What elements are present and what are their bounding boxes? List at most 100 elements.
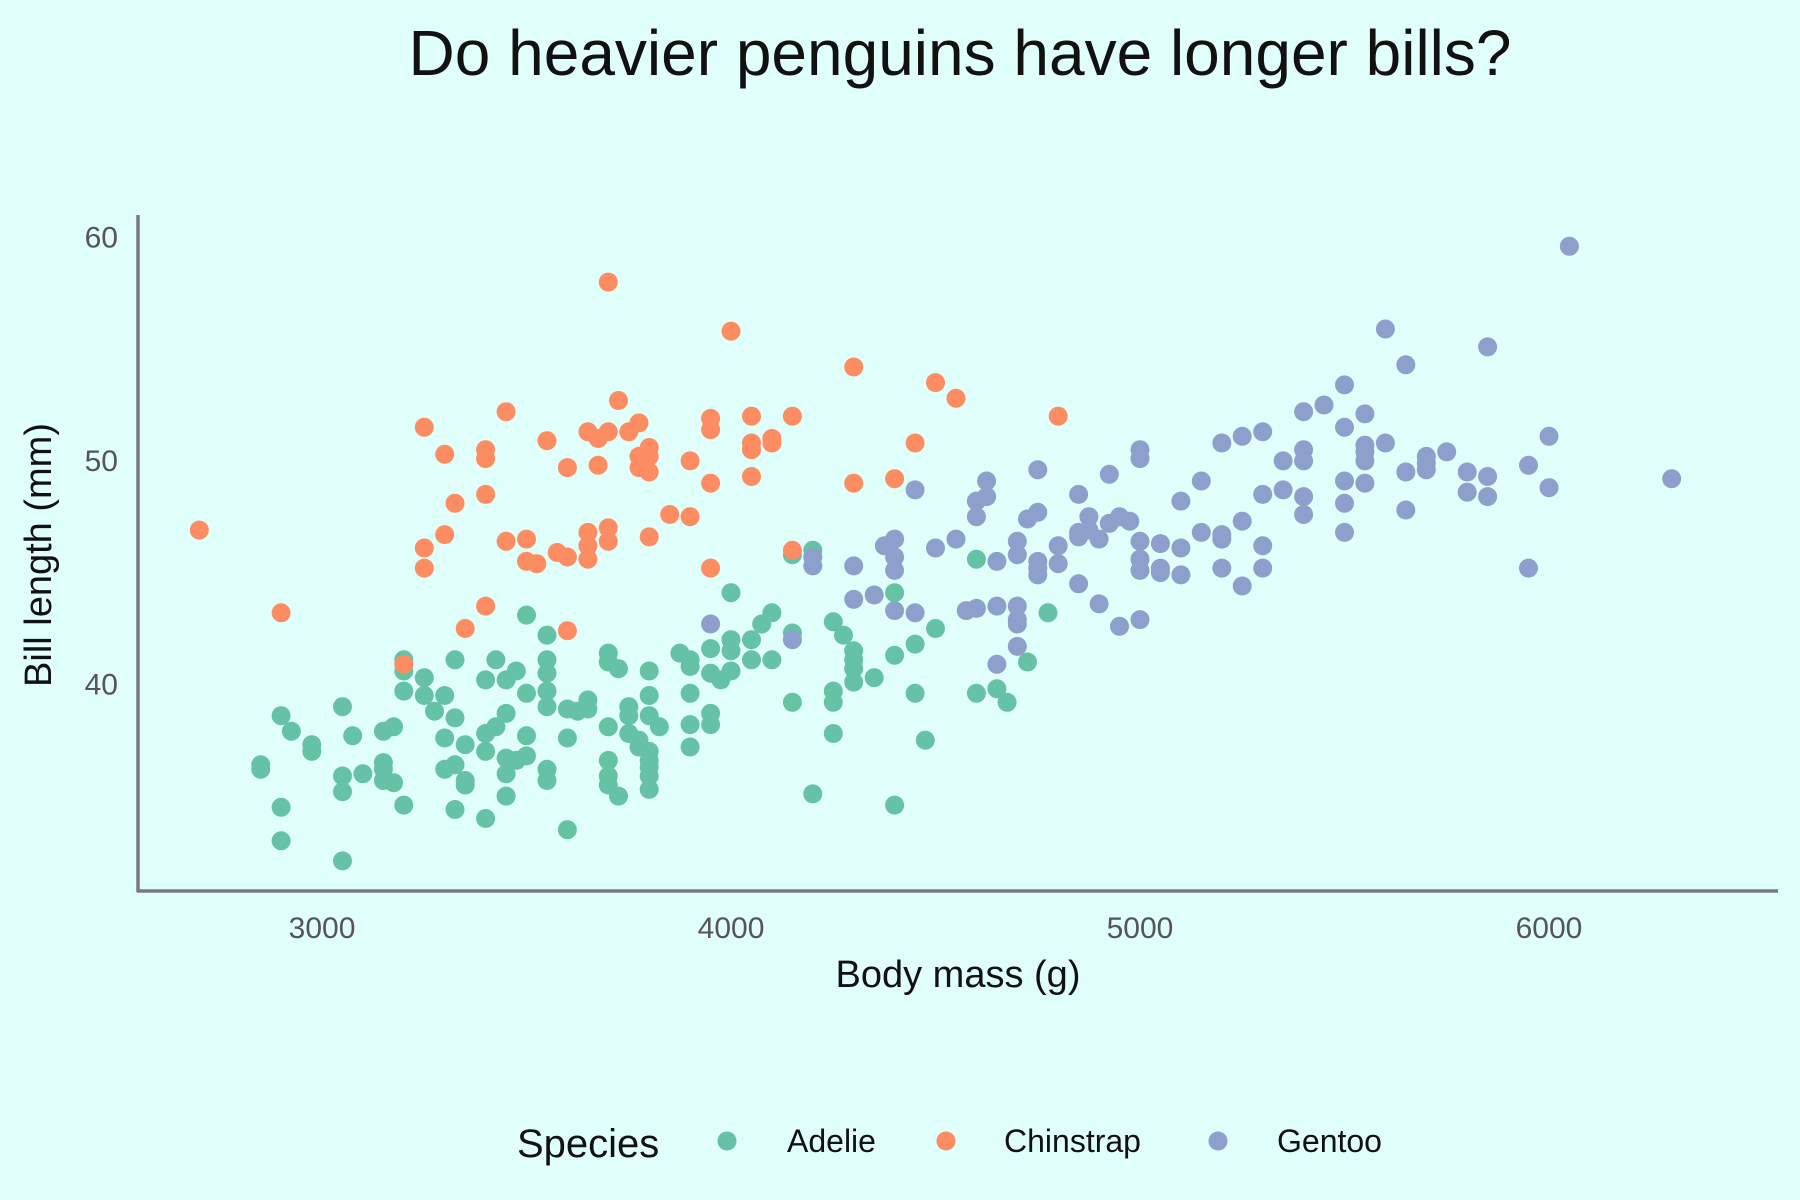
data-point [1335, 493, 1354, 513]
data-point [987, 679, 1007, 699]
data-point [517, 605, 536, 625]
data-point [629, 413, 649, 433]
data-point [445, 800, 465, 819]
data-point [782, 630, 802, 650]
data-point [496, 764, 516, 784]
data-point [384, 717, 404, 737]
data-point [966, 549, 986, 569]
data-point [701, 558, 721, 578]
data-point [721, 583, 741, 603]
data-point [1191, 471, 1211, 491]
data-point [1120, 511, 1140, 531]
data-point [537, 771, 557, 790]
data-point [1396, 500, 1416, 520]
data-point [537, 650, 557, 670]
data-point [271, 603, 291, 623]
data-point [557, 621, 577, 641]
legend: Species Adelie Chinstrap Gentoo [517, 1122, 1382, 1166]
y-axis: 40 50 60 [85, 215, 140, 892]
data-point [885, 601, 905, 621]
data-point [598, 531, 618, 551]
legend-key-adelie [717, 1131, 737, 1151]
data-point [987, 596, 1007, 616]
data-point [803, 556, 823, 576]
data-point [680, 683, 700, 703]
data-point [557, 458, 577, 478]
data-point [1171, 565, 1191, 585]
data-point [905, 480, 925, 500]
data-point [1130, 449, 1150, 469]
data-point [966, 683, 986, 703]
data-point [1048, 406, 1068, 426]
data-point [1294, 402, 1314, 422]
data-point [680, 657, 700, 676]
data-point [537, 625, 557, 645]
data-point [966, 507, 986, 527]
legend-label-chinstrap: Chinstrap [1004, 1123, 1141, 1159]
data-point [537, 431, 557, 451]
data-point [1662, 469, 1682, 489]
data-point [496, 786, 516, 806]
data-point [435, 686, 455, 705]
data-point [1294, 505, 1314, 524]
legend-key-gentoo [1208, 1131, 1228, 1151]
data-point [885, 547, 905, 567]
data-point [721, 641, 741, 661]
data-point [844, 659, 864, 679]
data-point [803, 784, 823, 804]
data-point [639, 779, 659, 799]
data-point [271, 797, 291, 817]
data-point [966, 598, 986, 618]
data-point [1007, 545, 1027, 565]
data-point [701, 614, 721, 634]
data-point [527, 554, 547, 574]
data-point [1171, 538, 1191, 558]
data-point [506, 661, 526, 681]
data-point [1212, 558, 1232, 578]
data-point [680, 737, 700, 757]
data-point [445, 493, 465, 513]
data-point [414, 558, 434, 578]
data-point [915, 730, 935, 750]
data-point [517, 726, 536, 746]
data-point [302, 741, 322, 761]
data-point [742, 650, 761, 670]
data-point [1028, 460, 1048, 480]
data-point [1130, 610, 1150, 630]
data-point [1253, 558, 1273, 578]
data-point [496, 402, 516, 422]
data-point [1335, 375, 1354, 395]
data-point [271, 706, 291, 726]
legend-label-gentoo: Gentoo [1277, 1123, 1382, 1159]
data-point [987, 654, 1007, 674]
data-point [598, 272, 618, 292]
data-point [1478, 337, 1498, 357]
data-point [660, 505, 680, 524]
data-point [435, 444, 455, 464]
data-point [742, 406, 761, 426]
data-point [578, 522, 598, 542]
data-point [394, 795, 414, 815]
data-point [905, 603, 925, 623]
data-point [823, 612, 843, 632]
x-tick-label: 4000 [698, 912, 765, 945]
data-point [333, 782, 352, 802]
data-point [1069, 484, 1089, 504]
data-point [639, 462, 659, 482]
data-point [885, 469, 905, 489]
data-point [701, 639, 721, 659]
data-point [680, 451, 700, 471]
data-point [476, 484, 496, 504]
data-point [455, 775, 475, 795]
data-point [742, 630, 761, 650]
data-point [885, 529, 905, 549]
data-point [905, 634, 925, 654]
data-point [701, 715, 721, 735]
data-point [844, 556, 864, 576]
data-point [333, 697, 352, 717]
data-point [1335, 522, 1354, 542]
data-point [701, 473, 721, 493]
data-point [1314, 395, 1334, 415]
data-point [517, 529, 536, 549]
